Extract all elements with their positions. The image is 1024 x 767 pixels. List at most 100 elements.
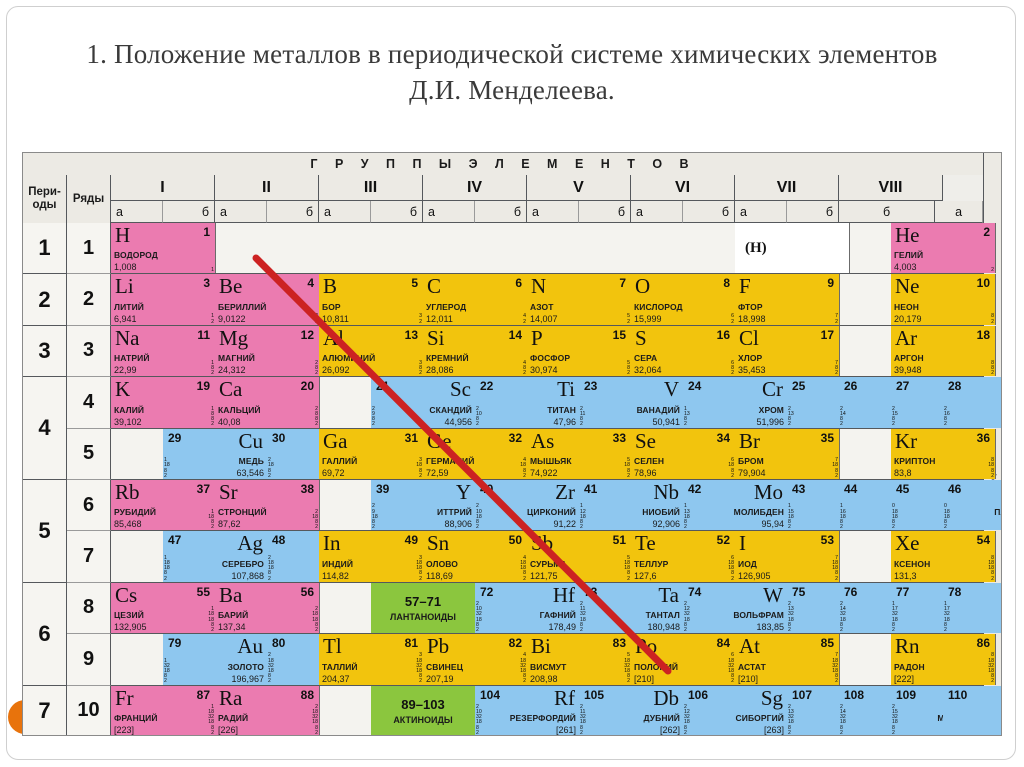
atomic-number: 13: [404, 327, 418, 342]
element-cell-Pt[interactable]: Pt78ПЛАТИНА195,09117321882: [943, 582, 1001, 634]
electron-configuration: 5 18 8 2: [624, 457, 630, 479]
electron-configuration: 2 14 8 2: [840, 405, 846, 428]
element-cell-C[interactable]: C 6 УГЛЕРОД 12,011 4 2: [423, 274, 528, 325]
element-symbol: Rb: [115, 480, 140, 504]
element-cell-O[interactable]: O 8 КИСЛОРОД 15,999 6 2: [631, 274, 736, 325]
element-cell-Tl[interactable]: Tl 81 ТАЛЛИЙ 204,37 3 18 32 18 8 2: [319, 634, 424, 685]
element-cell-Ne[interactable]: Ne 10 НЕОН 20,179 8 2: [891, 274, 996, 325]
element-cell-He[interactable]: He 2 ГЕЛИЙ 4,003 2: [891, 223, 996, 274]
element-cell-Zr[interactable]: Zr 40 ЦИРКОНИЙ 91,22 2 10 18 8 2: [475, 480, 580, 531]
electron-configuration: 5 18 18 8 2: [624, 554, 630, 582]
element-block-лантаноиды[interactable]: 57–71 ЛАНТАНОИДЫ: [371, 582, 476, 634]
element-cell-Y[interactable]: Y 39 ИТТРИЙ 88,906 2 9 18 8 2: [371, 480, 476, 531]
element-cell-V[interactable]: V 23 ВАНАДИЙ 50,941 2 11 8 2: [579, 377, 684, 428]
element-cell-Al[interactable]: Al 13 АЛЮМИНИЙ 26,092 3 8 2: [319, 325, 424, 377]
element-cell-Ag[interactable]: Ag 47 СЕРЕБРО 107,868 1 18 18 8 2: [163, 531, 268, 582]
element-name: ГЕРМАНИЙ: [426, 455, 475, 466]
element-cell-As[interactable]: As 33 МЫШЬЯК 74,922 5 18 8 2: [527, 428, 632, 479]
element-cell-S[interactable]: S 16 СЕРА 32,064 6 8 2: [631, 325, 736, 377]
element-cell-Bi[interactable]: Bi 83 ВИСМУТ 208,98 5 18 32 18 8 2: [527, 634, 632, 685]
element-cell-Au[interactable]: Au 79 ЗОЛОТО 196,967 1 32 18 8 2: [163, 634, 268, 685]
period-number-4: 4: [23, 377, 67, 480]
atomic-mass: 121,75: [530, 570, 558, 581]
element-cell-Sg[interactable]: Sg 106 СИБОРГИЙ [263] 2 12 32 18 8 2: [683, 685, 788, 735]
atomic-number: 109: [896, 687, 917, 702]
element-block-актиноиды[interactable]: 89–103 АКТИНОИДЫ: [371, 685, 476, 735]
element-cell-Xe[interactable]: Xe 54 КСЕНОН 131,3 8 18 18 8 2: [891, 531, 996, 582]
electron-configuration: 7 18 32 18 8 2: [832, 652, 838, 685]
element-cell-I[interactable]: I 53 ИОД 126,905 7 18 18 8 2: [735, 531, 840, 582]
element-name: ДУБНИЙ: [643, 712, 680, 723]
element-cell-Po[interactable]: Po 84 ПОЛОНИЙ [210] 6 18 32 18 8 2: [631, 634, 736, 685]
element-cell-Ca[interactable]: Ca 20 КАЛЬЦИЙ 40,08 2 8 8 2: [215, 377, 320, 428]
element-cell-F[interactable]: F 9 ФТОР 18,998 7 2: [735, 274, 840, 325]
element-cell-Te[interactable]: Te 52 ТЕЛЛУР 127,6 6 18 18 8 2: [631, 531, 736, 582]
element-cell-In[interactable]: In 49 ИНДИЙ 114,82 3 18 18 8 2: [319, 531, 424, 582]
element-cell-Rb[interactable]: Rb 37 РУБИДИЙ 85,468 1 18 8 2: [111, 480, 216, 531]
element-cell-Db[interactable]: Db 105 ДУБНИЙ [262] 2 11 32 18 8 2: [579, 685, 684, 735]
element-cell-hydrogen-marker[interactable]: (H): [735, 223, 850, 274]
element-cell-Ba[interactable]: Ba 56 БАРИЙ 137,34 2 18 18 8 2: [215, 582, 320, 634]
element-cell-Kr[interactable]: Kr 36 КРИПТОН 83,8 8 18 8 2: [891, 428, 996, 479]
element-cell-P[interactable]: P 15 ФОСФОР 30,974 5 8 2: [527, 325, 632, 377]
element-cell-Ni[interactable]: Ni28НИКЕЛЬ58,721682: [943, 377, 1001, 428]
element-symbol: H: [115, 223, 131, 247]
element-cell-Ra[interactable]: Ra 88 РАДИЙ [226] 2 18 32 18 8 2: [215, 685, 320, 735]
electron-configuration: 2 18 32 18 8 2: [268, 652, 274, 685]
atomic-number: 5: [411, 276, 418, 291]
element-cell-Cu[interactable]: Cu 29 МЕДЬ 63,546 1 18 8 2: [163, 428, 268, 479]
element-cell-B[interactable]: B 5 БОР 10,811 3 2: [319, 274, 424, 325]
element-cell-110[interactable]: 110: [943, 685, 1001, 735]
element-cell-Ar[interactable]: Ar 18 АРГОН 39,948 8 8 2: [891, 325, 996, 377]
atomic-number: 110: [948, 687, 968, 702]
element-cell-Mo[interactable]: Mo 42 МОЛИБДЕН 95,94 1 13 18 8 2: [683, 480, 788, 531]
element-cell-Fr[interactable]: Fr 87 ФРАНЦИЙ [223] 1 18 32 18 8 2: [111, 685, 216, 735]
element-cell-K[interactable]: K 19 КАЛИЙ 39,102 1 8 8 2: [111, 377, 216, 428]
element-name: УГЛЕРОД: [426, 301, 467, 312]
element-cell-Sb[interactable]: Sb 51 СУРЬМА 121,75 5 18 18 8 2: [527, 531, 632, 582]
atomic-number: 51: [612, 533, 626, 548]
element-cell-Hf[interactable]: Hf 72 ГАФНИЙ 178,49 2 10 32 18 8 2: [475, 582, 580, 634]
element-name: НАТРИЙ: [114, 353, 150, 364]
element-cell-Br[interactable]: Br 35 БРОМ 79,904 7 18 8 2: [735, 428, 840, 479]
atomic-mass: 39,102: [114, 416, 142, 427]
group-header-IV: IV: [423, 175, 527, 201]
element-cell-Sc[interactable]: Sc 21 СКАНДИЙ 44,956 2 9 8 2: [371, 377, 476, 428]
atomic-number: 2: [983, 225, 990, 239]
element-cell-Sr[interactable]: Sr 38 СТРОНЦИЙ 87,62 2 18 8 2: [215, 480, 320, 531]
element-cell-N[interactable]: N 7 АЗОТ 14,007 5 2: [527, 274, 632, 325]
element-symbol: O: [635, 274, 651, 299]
periodic-table[interactable]: Г Р У П П Ы Э Л Е М Е Н Т О В Пери- оды …: [22, 152, 1002, 736]
element-name: ИТТРИЙ: [437, 507, 472, 518]
element-cell-Rn[interactable]: Rn 86 РАДОН [222] 8 18 32 18 8 2: [891, 634, 996, 685]
element-cell-Rf[interactable]: Rf 104 РЕЗЕРФОРДИЙ [261] 2 10 32 18 8 2: [475, 685, 580, 735]
hydrogen-marker-label: (H): [745, 239, 767, 256]
element-name: СЕЛЕН: [634, 455, 665, 466]
element-cell-Ta[interactable]: Ta 73 ТАНТАЛ 180,948 2 11 32 18 8 2: [579, 582, 684, 634]
element-cell-Mg[interactable]: Mg 12 МАГНИЙ 24,312 2 8 2: [215, 325, 320, 377]
element-cell-At[interactable]: At 85 АСТАТ [210] 7 18 32 18 8 2: [735, 634, 840, 685]
element-cell-Si[interactable]: Si 14 КРЕМНИЙ 28,086 4 8 2: [423, 325, 528, 377]
element-cell-Ti[interactable]: Ti 22 ТИТАН 47,96 2 10 8 2: [475, 377, 580, 428]
element-cell-Na[interactable]: Na 11 НАТРИЙ 22,99 1 8 2: [111, 325, 216, 377]
element-cell-Be[interactable]: Be 4 БЕРИЛЛИЙ 9,0122 2 2: [215, 274, 320, 325]
element-cell-Li[interactable]: Li 3 ЛИТИЙ 6,941 1 2: [111, 274, 216, 325]
element-cell-Pd[interactable]: Pd46ПАЛЛАДИЙ106,40181882: [943, 480, 1001, 531]
element-symbol: P: [531, 325, 543, 350]
subgroup-a-VI: а: [631, 201, 683, 223]
element-cell-Pb[interactable]: Pb 82 СВИНЕЦ 207,19 4 18 32 18 8 2: [423, 634, 528, 685]
element-cell-W[interactable]: W 74 ВОЛЬФРАМ 183,85 2 12 32 18 8 2: [683, 582, 788, 634]
element-cell-Ge[interactable]: Ge 32 ГЕРМАНИЙ 72,59 4 18 8 2: [423, 428, 528, 479]
element-cell-Sn[interactable]: Sn 50 ОЛОВО 118,69 4 18 18 8 2: [423, 531, 528, 582]
element-cell-Se[interactable]: Se 34 СЕЛЕН 78,96 6 18 8 2: [631, 428, 736, 479]
element-cell-Cr[interactable]: Cr 24 ХРОМ 51,996 1 13 8 2: [683, 377, 788, 428]
electron-configuration: 2 13 32 18 8 2: [788, 703, 794, 736]
electron-configuration: 2 10 18 8 2: [476, 503, 482, 531]
element-cell-Cs[interactable]: Cs 55 ЦЕЗИЙ 132,905 1 18 18 8 2: [111, 582, 216, 634]
element-cell-Ga[interactable]: Ga 31 ГАЛЛИЙ 69,72 3 18 8 2: [319, 428, 424, 479]
element-cell-Cl[interactable]: Cl 17 ХЛОР 35,453 7 8 2: [735, 325, 840, 377]
electron-configuration: 0 18 18 8 2: [944, 503, 950, 531]
element-cell-Nb[interactable]: Nb 41 НИОБИЙ 92,906 1 12 18 8 2: [579, 480, 684, 531]
element-cell-H[interactable]: H 1 ВОДОРОД 1,008 1: [111, 223, 216, 274]
